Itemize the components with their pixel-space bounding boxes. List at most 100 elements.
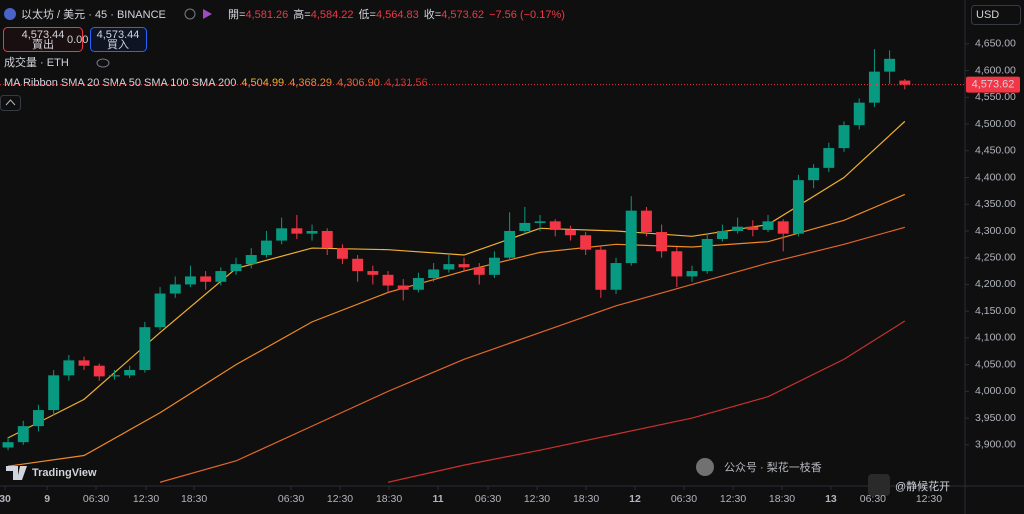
x-tick-label: 12:30	[133, 493, 159, 505]
indicator-label: MA Ribbon SMA 20 SMA 50 SMA 100 SMA 200	[4, 77, 236, 89]
x-tick-label: 18:30	[181, 493, 207, 505]
buy-button[interactable]	[90, 27, 147, 52]
plot-area	[2, 49, 911, 483]
candle-body	[367, 271, 379, 275]
currency-box[interactable]	[971, 5, 1021, 25]
ohlc-name: 收=	[424, 7, 441, 21]
candle-body	[671, 251, 683, 277]
y-tick-label: 4,250.00	[975, 251, 1016, 263]
icon	[184, 8, 196, 20]
candle-body	[747, 226, 759, 230]
x-tick-label: 18:30	[376, 493, 402, 505]
currency[interactable]: USD	[976, 9, 999, 21]
icon	[203, 9, 212, 19]
y-tick-label: 4,450.00	[975, 145, 1016, 157]
y-tick-label: 4,200.00	[975, 278, 1016, 290]
ohlc-name: 開=	[228, 8, 245, 21]
y-tick-label: 4,500.00	[975, 118, 1016, 130]
candle-body	[139, 327, 151, 370]
ma-value: 4,131.56	[385, 77, 428, 89]
candle-body	[321, 230, 333, 249]
indicator: MA Ribbon SMA 20 SMA 50 SMA 100 SMA 200 4…	[4, 77, 428, 89]
watermark-icon	[868, 474, 890, 496]
candle-body	[701, 238, 713, 272]
y-tick-label: 4,400.00	[975, 171, 1016, 183]
ma-value: 4,368.29	[289, 77, 332, 89]
tv-logo	[6, 466, 27, 480]
ma-value: 4,504.99	[241, 77, 284, 89]
chevron[interactable]	[5, 99, 16, 106]
symbol-title: 以太坊 / 美元 · 45 · BINANCE	[21, 7, 166, 21]
buy-price[interactable]: 4,573.44	[97, 29, 140, 41]
wechat-icon	[696, 458, 714, 476]
x-tick-label: 06:30	[475, 493, 501, 505]
candle-body	[823, 148, 835, 168]
ohlc-name: 低=	[359, 8, 376, 21]
candle-body	[838, 125, 850, 149]
candle-body	[853, 102, 865, 126]
candle-body	[473, 267, 485, 275]
ohlc: 開=4,581.26 高=4,584.22 低=4,564.83 收=4,573.62…	[228, 7, 565, 21]
candle-body	[17, 426, 29, 443]
candle-body	[397, 285, 409, 290]
buy-label[interactable]: 買入	[107, 38, 129, 51]
candle-body	[534, 221, 546, 223]
candle-body	[124, 369, 136, 376]
candle-body	[792, 180, 804, 234]
x-tick-label: 12:30	[720, 493, 746, 505]
sell-price[interactable]: 4,573.44	[22, 29, 65, 41]
y-tick-label: 3,950.00	[975, 412, 1016, 424]
candle-body	[762, 221, 774, 230]
y-tick-label: 3,900.00	[975, 439, 1016, 451]
brand: TradingView	[32, 467, 97, 479]
ohlc-value: 4,584.22	[311, 9, 354, 21]
candle-body	[443, 264, 455, 270]
ohlc-name: 高=	[293, 7, 310, 21]
y-tick-label: 4,350.00	[975, 198, 1016, 210]
candle-body	[230, 264, 242, 272]
eye-icon[interactable]	[96, 58, 110, 68]
ohlc-value: 4,573.62	[441, 9, 484, 21]
candle-body	[336, 248, 348, 259]
candle-body	[352, 258, 364, 272]
collapse-button[interactable]	[0, 95, 21, 111]
candle-body	[640, 210, 652, 233]
coin-icon	[4, 8, 16, 20]
y-tick-label: 4,050.00	[975, 358, 1016, 370]
x-tick-label: 12:30	[524, 493, 550, 505]
candle-body	[716, 230, 728, 239]
x-tick-label: 30	[0, 493, 11, 505]
spread: 0.00	[67, 34, 88, 46]
candle-body	[488, 257, 500, 275]
candle-body	[595, 249, 607, 290]
candle-body	[519, 222, 531, 231]
candle-body	[291, 228, 303, 234]
x-tick-label: 18:30	[769, 493, 795, 505]
x-tick-label: 12:30	[916, 493, 942, 505]
y-tick-label: 4,550.00	[975, 91, 1016, 103]
candle-body	[48, 375, 60, 411]
watermark-author: @静候花开	[895, 479, 950, 493]
candle-body	[169, 284, 181, 294]
sell-button[interactable]	[3, 27, 83, 52]
candle-body	[777, 221, 789, 234]
watermark: 公众号 · 梨花一枝香	[724, 460, 822, 474]
candle-body	[686, 271, 698, 277]
x-tick-label: 13	[825, 493, 837, 505]
candle-body	[78, 360, 90, 366]
x-tick-label: 06:30	[860, 493, 886, 505]
candle-body	[580, 235, 592, 250]
candle-body	[428, 269, 440, 279]
y-tick-label: 4,150.00	[975, 305, 1016, 317]
candle-body	[306, 230, 318, 234]
candle-body	[215, 271, 227, 282]
candle-body	[656, 232, 668, 252]
candle-body	[732, 226, 744, 231]
x-tick-label: 06:30	[671, 493, 697, 505]
candle-body	[625, 210, 637, 264]
candle-body	[93, 365, 105, 377]
sell-label[interactable]: 賣出	[32, 37, 54, 51]
candle-body	[260, 240, 272, 256]
x-tick-label: 11	[432, 493, 443, 505]
y-tick-label: 4,100.00	[975, 332, 1016, 344]
